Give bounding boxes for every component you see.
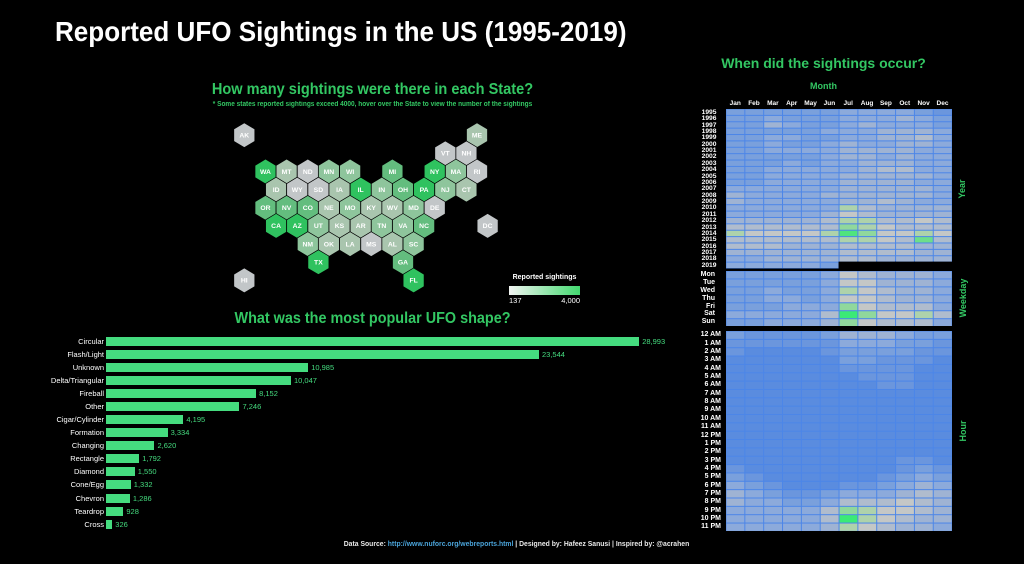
svg-text:DE: DE: [430, 205, 440, 212]
svg-text:AR: AR: [356, 223, 366, 230]
svg-text:IA: IA: [336, 187, 343, 194]
svg-text:ND: ND: [303, 169, 313, 176]
svg-text:TX: TX: [314, 260, 323, 267]
svg-text:RI: RI: [474, 169, 481, 176]
svg-text:TN: TN: [377, 223, 386, 230]
svg-text:MN: MN: [324, 169, 335, 176]
svg-text:MA: MA: [451, 169, 462, 176]
svg-text:AK: AK: [239, 133, 249, 140]
svg-text:DC: DC: [483, 223, 493, 230]
svg-text:AZ: AZ: [293, 223, 302, 230]
svg-text:NV: NV: [282, 205, 292, 212]
svg-text:NJ: NJ: [441, 187, 450, 194]
svg-text:MO: MO: [345, 205, 356, 212]
svg-text:MD: MD: [408, 205, 419, 212]
svg-text:SD: SD: [314, 187, 324, 194]
svg-text:NC: NC: [419, 223, 429, 230]
svg-text:CT: CT: [462, 187, 472, 194]
svg-text:IN: IN: [378, 187, 385, 194]
svg-text:NY: NY: [430, 169, 440, 176]
svg-text:OK: OK: [324, 241, 334, 248]
svg-text:MI: MI: [389, 169, 397, 176]
svg-text:IL: IL: [358, 187, 364, 194]
svg-text:OR: OR: [260, 205, 270, 212]
svg-text:PA: PA: [420, 187, 429, 194]
svg-text:VT: VT: [441, 151, 451, 158]
svg-text:CO: CO: [303, 205, 313, 212]
svg-text:ME: ME: [472, 133, 483, 140]
svg-text:WI: WI: [346, 169, 354, 176]
svg-text:OH: OH: [398, 187, 408, 194]
svg-text:MT: MT: [282, 169, 293, 176]
svg-text:CA: CA: [271, 223, 281, 230]
svg-text:KY: KY: [366, 205, 376, 212]
svg-text:NH: NH: [461, 151, 471, 158]
svg-text:KS: KS: [335, 223, 345, 230]
svg-text:NE: NE: [324, 205, 334, 212]
svg-text:MS: MS: [366, 241, 377, 248]
svg-text:WY: WY: [292, 187, 303, 194]
svg-text:SC: SC: [409, 241, 419, 248]
svg-text:WV: WV: [387, 205, 398, 212]
svg-text:LA: LA: [346, 241, 355, 248]
svg-text:FL: FL: [409, 278, 417, 285]
svg-text:NM: NM: [303, 241, 314, 248]
svg-text:UT: UT: [314, 223, 324, 230]
svg-text:WA: WA: [260, 169, 271, 176]
svg-text:AL: AL: [388, 241, 397, 248]
svg-text:VA: VA: [399, 223, 408, 230]
svg-text:GA: GA: [398, 260, 408, 267]
svg-text:ID: ID: [273, 187, 280, 194]
svg-text:HI: HI: [241, 278, 248, 285]
